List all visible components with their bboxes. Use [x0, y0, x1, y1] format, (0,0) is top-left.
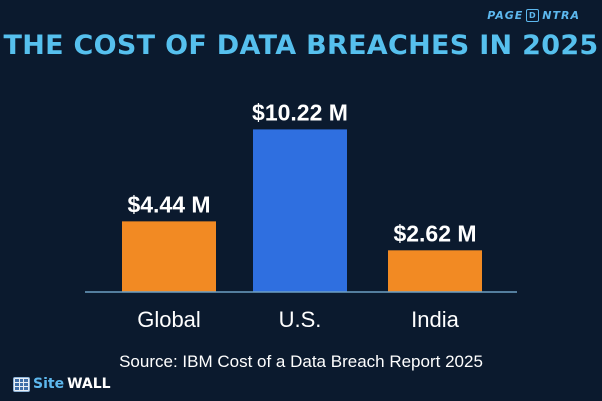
logo-mark-icon: D: [526, 9, 540, 22]
value-label-u-s: $10.22 M: [252, 99, 348, 125]
logo-text-right: NTRA: [542, 9, 580, 22]
bar-india: [388, 250, 482, 292]
brick-wall-icon: [13, 376, 30, 392]
source-note: Source: IBM Cost of a Data Breach Report…: [119, 352, 483, 371]
bars-layer: [122, 129, 482, 292]
sitewall-text-wall: WALL: [67, 376, 111, 392]
bar-global: [122, 221, 216, 292]
bar-u-s: [253, 129, 347, 292]
chart-title: THE COST OF DATA BREACHES IN 2025: [3, 30, 599, 61]
logo-text-left: PAGE: [487, 9, 524, 22]
value-label-global: $4.44 M: [127, 191, 210, 217]
labels-layer: $4.44 M Global $10.22 M U.S. $2.62 M India: [127, 99, 476, 332]
category-label-u-s: U.S.: [279, 307, 322, 332]
category-label-global: Global: [137, 307, 201, 332]
category-label-india: India: [411, 307, 459, 332]
pagentra-logo: PAGE D NTRA: [487, 9, 580, 22]
value-label-india: $2.62 M: [393, 220, 476, 246]
sitewall-logo: Site WALL: [13, 376, 111, 392]
sitewall-text-site: Site: [33, 376, 65, 392]
